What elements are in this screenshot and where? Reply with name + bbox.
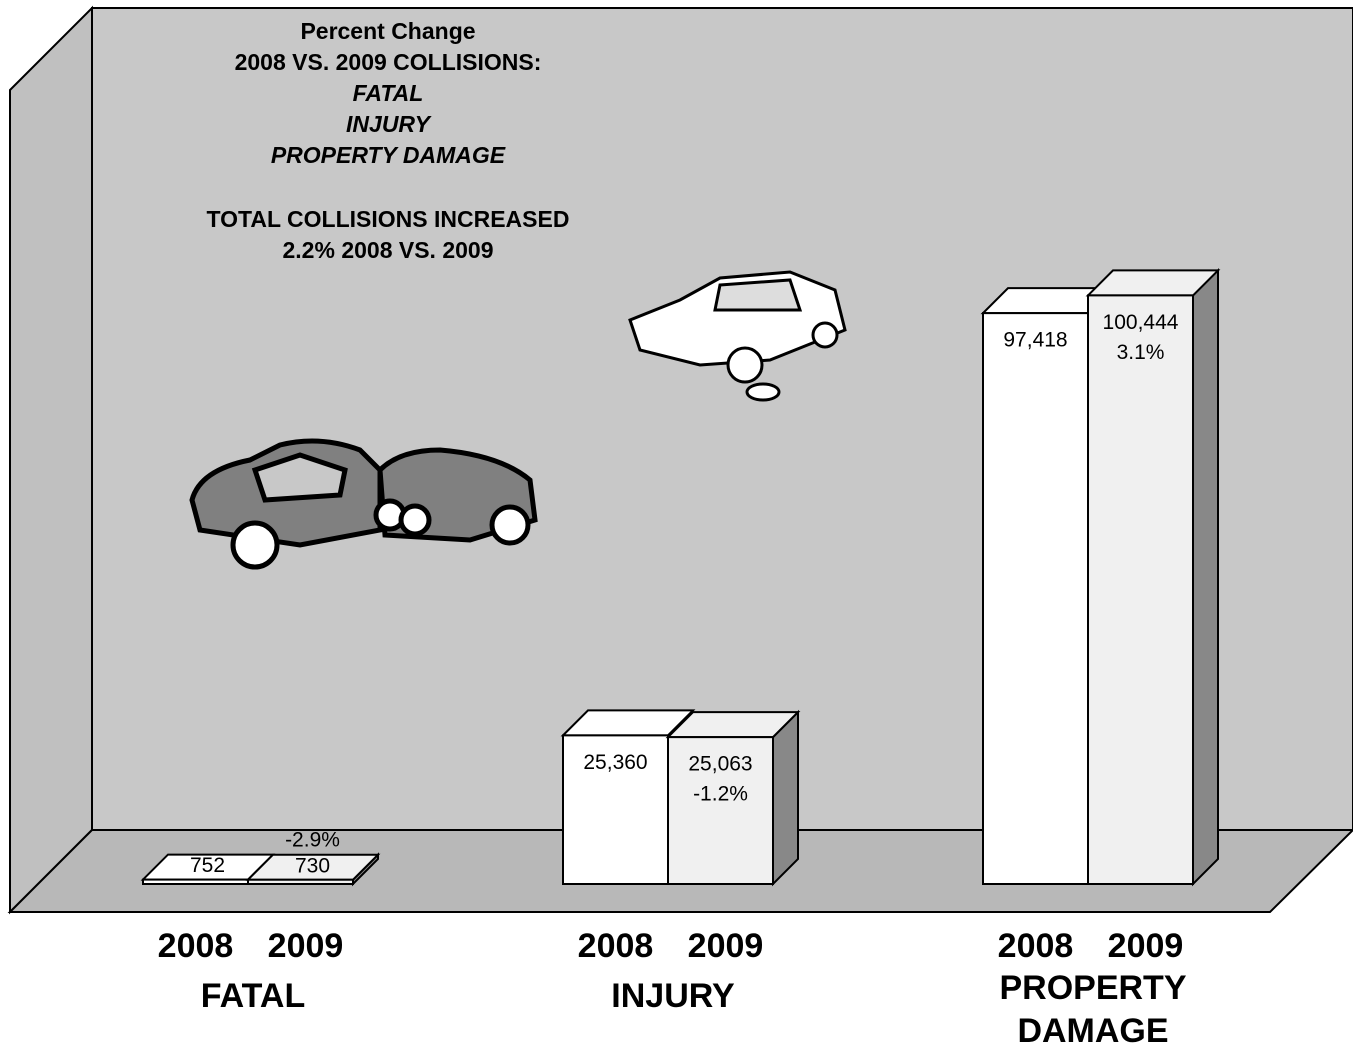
change-label: -1.2% — [693, 783, 748, 806]
category-word: INJURY — [611, 977, 735, 1015]
bar — [143, 880, 248, 884]
x-year-label: 2008 — [158, 927, 234, 965]
subtitle-line: TOTAL COLLISIONS INCREASED — [207, 206, 570, 232]
value-label: 100,444 — [1103, 311, 1179, 334]
x-year-label: 2009 — [268, 927, 344, 965]
value-label: 97,418 — [1003, 329, 1067, 352]
x-category-label: INJURY — [611, 977, 735, 1015]
value-label: 25,063 — [688, 753, 752, 776]
x-category-label: FATAL — [201, 977, 306, 1015]
x-category-label: PROPERTY DAMAGE — [999, 969, 1186, 1049]
bar — [248, 880, 353, 884]
x-year-label: 2008 — [578, 927, 654, 965]
category-word: PROPERTY — [999, 969, 1186, 1007]
subtitle-line: 2.2% 2008 VS. 2009 — [283, 237, 494, 263]
bar — [983, 313, 1088, 884]
chart: Percent Change 2008 VS. 2009 COLLISIONS: F… — [0, 0, 1353, 1049]
title-line: Percent Change — [300, 18, 475, 44]
left-wall — [10, 8, 92, 912]
bar-side — [1193, 270, 1218, 884]
x-year-label: 2008 — [998, 927, 1074, 965]
x-year-label: 2009 — [1108, 927, 1184, 965]
change-label: 3.1% — [1117, 341, 1165, 364]
title-line: INJURY — [346, 111, 433, 137]
category-word: FATAL — [201, 977, 306, 1015]
value-label: 730 — [295, 854, 330, 877]
bar-side — [773, 712, 798, 884]
value-label: 25,360 — [583, 751, 647, 774]
category-word: DAMAGE — [1017, 1012, 1168, 1049]
title-line: 2008 VS. 2009 COLLISIONS: — [235, 49, 542, 75]
value-label: 752 — [190, 854, 225, 877]
title-line: PROPERTY DAMAGE — [271, 142, 506, 168]
bar — [1088, 295, 1193, 884]
title-line: FATAL — [353, 80, 424, 106]
change-label: -2.9% — [285, 828, 340, 851]
x-year-label: 2009 — [688, 927, 764, 965]
